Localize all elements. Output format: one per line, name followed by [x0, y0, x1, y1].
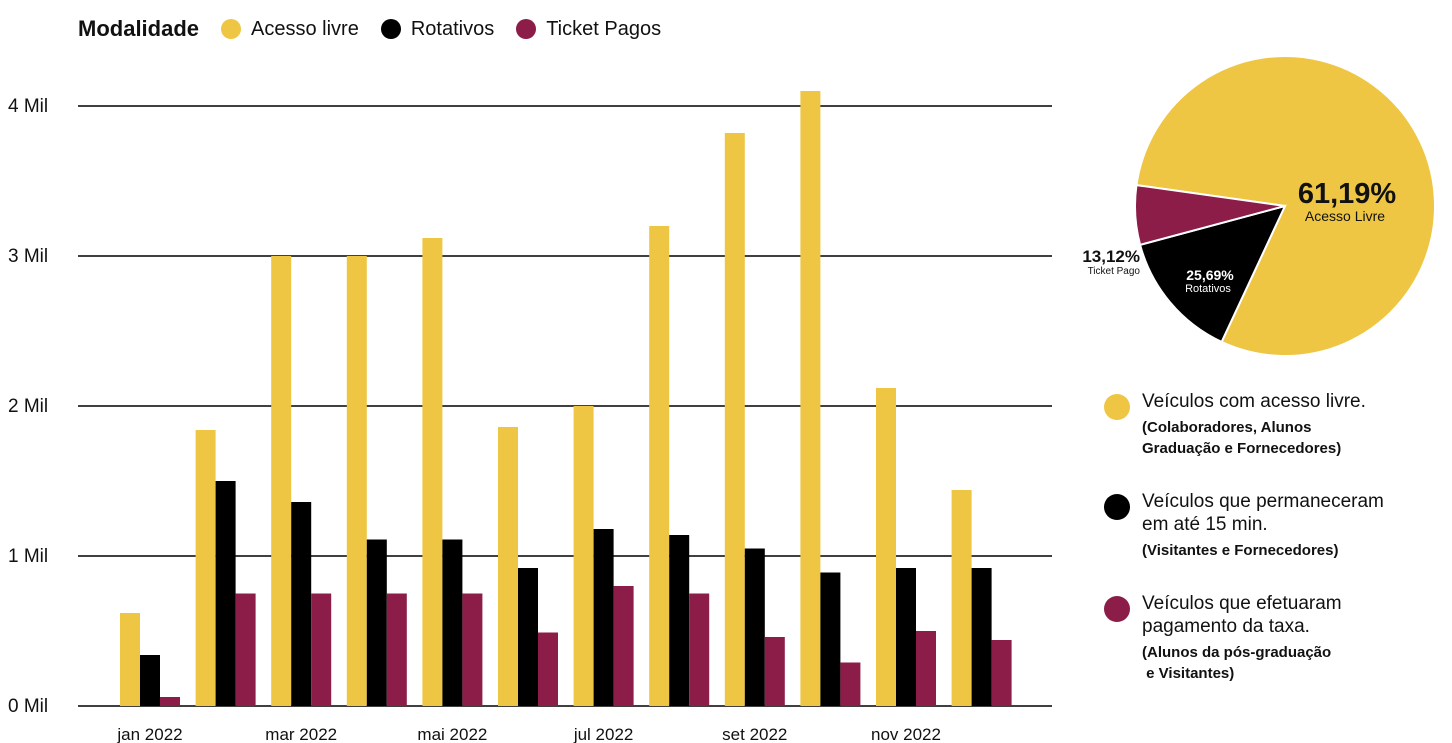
bar-ticket-pagos [689, 593, 710, 706]
legend-item-acesso-livre[interactable]: Acesso livre [221, 18, 359, 41]
description-note: (Colaboradores, Alunos Graduação e Fornec… [1142, 417, 1366, 459]
description-dot [1104, 494, 1130, 520]
description-note-line: (Visitantes e Fornecedores) [1142, 542, 1339, 559]
description-note: (Alunos da pós-graduação e Visitantes) [1142, 642, 1342, 684]
description-line: Veículos que efetuaram [1142, 593, 1342, 614]
description-note-line: (Colaboradores, Alunos [1142, 419, 1312, 436]
y-tick-label: 0 Mil [8, 696, 48, 717]
description-note-line: (Alunos da pós-graduação [1142, 644, 1332, 661]
bar-acesso-livre [498, 427, 518, 706]
bar-rotativos [291, 502, 312, 706]
x-tick-label: nov 2022 [871, 725, 941, 743]
bar-ticket-pagos [613, 586, 634, 706]
y-tick-label: 2 Mil [8, 396, 48, 417]
description-text: Veículos que efetuaram pagamento da taxa. [1142, 592, 1342, 638]
y-tick-label: 3 Mil [8, 246, 48, 267]
y-tick-label: 4 Mil [8, 96, 48, 117]
description-body: Veículos que efetuaram pagamento da taxa.… [1142, 592, 1342, 684]
bar-rotativos [744, 548, 765, 706]
x-tick-label: jan 2022 [116, 725, 182, 743]
bar-acesso-livre [422, 238, 443, 706]
description-line: Veículos com acesso livre. [1142, 391, 1366, 412]
pie-label-percent-rotativos: 25,69% [1186, 267, 1234, 283]
description-note-line: Graduação e Fornecedores) [1142, 440, 1342, 457]
bar-ticket-pagos [235, 593, 256, 706]
bar-acesso-livre [120, 613, 140, 706]
bar-acesso-livre [951, 490, 972, 706]
pie-label-name-ticket-pago: Ticket Pago [1088, 266, 1141, 277]
legend-item-ticket-pagos[interactable]: Ticket Pagos [516, 18, 661, 41]
bar-rotativos [215, 481, 236, 706]
bar-rotativos [593, 529, 614, 706]
legend-dot-acesso-livre [221, 19, 242, 39]
bar-ticket-pagos [840, 662, 861, 706]
description-item: Veículos que permaneceram em até 15 min. (… [1104, 490, 1384, 561]
bar-acesso-livre [724, 133, 745, 706]
chart-legend: Modalidade Acesso livre Rotativos Ticket… [78, 12, 661, 46]
bar-ticket-pagos [462, 593, 483, 706]
description-line: Veículos que permaneceram [1142, 491, 1384, 512]
description-dot [1104, 394, 1130, 420]
bar-rotativos [366, 539, 387, 706]
bar-rotativos [820, 572, 841, 706]
bar-ticket-pagos [311, 593, 332, 706]
bar-rotativos [669, 535, 690, 706]
bar-rotativos [442, 539, 463, 706]
description-item: Veículos com acesso livre. (Colaboradores… [1104, 390, 1366, 459]
y-tick-label: 1 Mil [8, 546, 48, 567]
legend-dot-rotativos [380, 19, 401, 39]
bar-acesso-livre [346, 256, 367, 706]
bar-ticket-pagos [538, 632, 558, 706]
pie-slice-rotativos [1138, 204, 1287, 344]
bar-ticket-pagos [764, 637, 785, 706]
bar-ticket-pagos [916, 631, 936, 706]
bar-acesso-livre [271, 256, 292, 706]
legend-item-rotativos[interactable]: Rotativos [380, 17, 495, 41]
pie-slice-ticket-pago [1134, 183, 1286, 247]
bar-acesso-livre [800, 91, 821, 706]
description-text: Veículos que permaneceram em até 15 min. [1142, 490, 1384, 536]
legend-label-ticket-pagos: Ticket Pagos [546, 17, 662, 40]
x-tick-label: set 2022 [722, 725, 787, 743]
bar-acesso-livre [649, 226, 670, 706]
bar-rotativos [971, 568, 992, 706]
legend-dot-ticket-pagos [516, 19, 537, 39]
description-body: Veículos que permaneceram em até 15 min. (… [1142, 490, 1384, 561]
pie-label-percent-acesso-livre: 61,19% [1298, 178, 1397, 210]
bar-rotativos [518, 568, 538, 706]
x-tick-label: mai 2022 [417, 725, 487, 743]
bar-acesso-livre [876, 388, 896, 706]
bar-chart: 0 Mil 1 Mil 2 Mil 3 Mil 4 Mil jan 2022 mar 202… [8, 91, 1052, 743]
bar-acesso-livre [195, 430, 216, 706]
pie-chart: 61,19%Acesso Livre 25,69%Rotativos 13,12%T… [1082, 55, 1436, 357]
description-line: em até 15 min. [1142, 514, 1268, 535]
description-text: Veículos com acesso livre. [1142, 390, 1366, 413]
description-item: Veículos que efetuaram pagamento da taxa.… [1104, 592, 1342, 684]
bar-rotativos [140, 655, 160, 706]
x-tick-label: mar 2022 [265, 725, 337, 743]
description-line: pagamento da taxa. [1142, 616, 1310, 637]
legend-title: Modalidade [78, 16, 200, 41]
description-note: (Visitantes e Fornecedores) [1142, 540, 1384, 561]
bar-ticket-pagos [160, 697, 180, 706]
pie-label-percent-ticket-pago: 13,12% [1082, 247, 1140, 266]
legend-label-acesso-livre: Acesso livre [251, 17, 359, 40]
bar-ticket-pagos [386, 593, 407, 706]
legend-label-rotativos: Rotativos [410, 17, 495, 40]
description-note-line: e Visitantes) [1142, 665, 1235, 682]
description-body: Veículos com acesso livre. (Colaboradores… [1142, 390, 1366, 459]
pie-label-name-acesso-livre: Acesso Livre [1305, 208, 1385, 224]
bar-rotativos [896, 568, 916, 706]
bar-ticket-pagos [991, 640, 1012, 706]
description-dot [1104, 596, 1130, 622]
bar-acesso-livre [573, 406, 594, 706]
x-tick-label: jul 2022 [573, 725, 634, 743]
pie-label-name-rotativos: Rotativos [1185, 283, 1231, 295]
